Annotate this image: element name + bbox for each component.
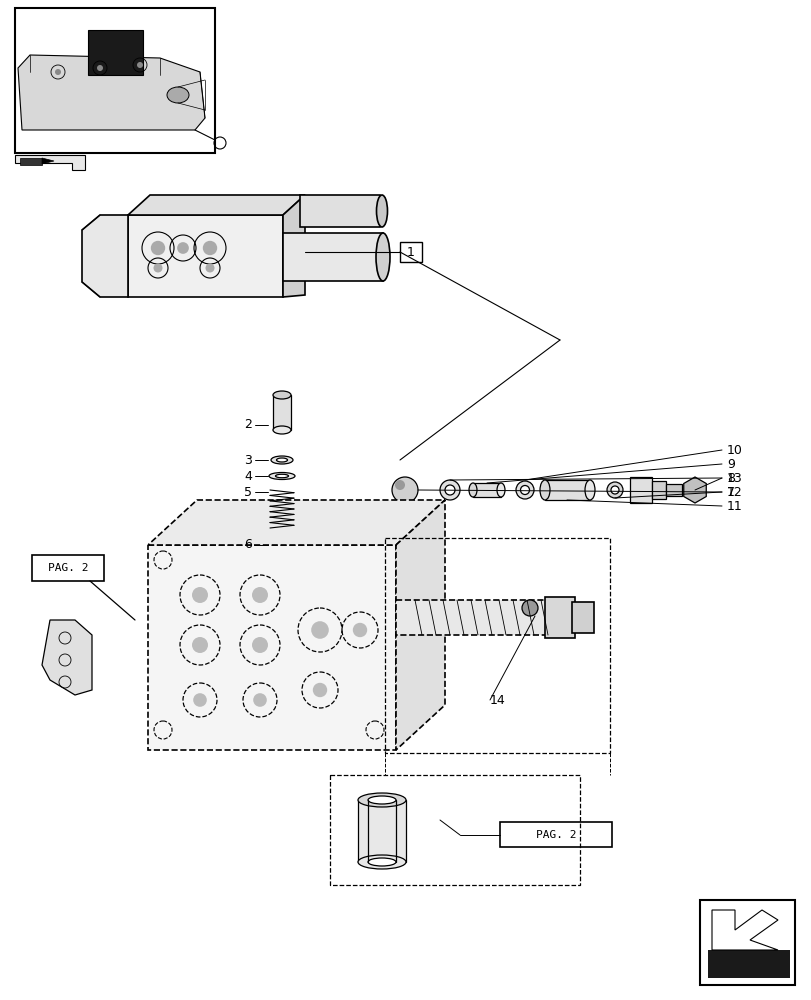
Bar	[544, 480, 590, 500]
Ellipse shape	[167, 87, 189, 103]
Text: 14: 14	[489, 694, 505, 706]
Circle shape	[394, 480, 405, 490]
Ellipse shape	[272, 391, 290, 399]
Text: 1: 1	[406, 246, 414, 259]
Text: 8: 8	[726, 472, 734, 485]
Circle shape	[177, 242, 189, 254]
Bar	[629, 477, 651, 503]
Ellipse shape	[358, 855, 406, 869]
Text: 7: 7	[726, 486, 734, 498]
Text: 2: 2	[244, 418, 251, 432]
Polygon shape	[711, 910, 777, 950]
Circle shape	[203, 241, 217, 255]
Ellipse shape	[469, 483, 476, 497]
Ellipse shape	[610, 486, 618, 494]
Text: 5: 5	[243, 486, 251, 498]
Circle shape	[137, 62, 143, 68]
Ellipse shape	[515, 481, 534, 499]
Bar	[15, 8, 215, 153]
Ellipse shape	[376, 195, 387, 227]
Ellipse shape	[277, 458, 287, 462]
Polygon shape	[283, 195, 305, 297]
Ellipse shape	[584, 480, 594, 500]
Polygon shape	[42, 158, 54, 164]
Text: 6: 6	[244, 538, 251, 552]
Bar	[148, 545, 396, 750]
Polygon shape	[148, 500, 444, 545]
Circle shape	[311, 621, 328, 639]
Circle shape	[253, 693, 267, 707]
Circle shape	[153, 263, 162, 272]
Ellipse shape	[520, 486, 529, 494]
Polygon shape	[42, 620, 92, 695]
Text: 3: 3	[244, 454, 251, 466]
Ellipse shape	[539, 480, 549, 500]
Bar	[651, 481, 665, 499]
Bar	[500, 822, 611, 847]
Bar	[272, 395, 290, 430]
Bar	[20, 158, 42, 165]
Ellipse shape	[496, 483, 504, 497]
Text: 10: 10	[726, 444, 742, 456]
Ellipse shape	[272, 536, 290, 544]
Ellipse shape	[272, 556, 290, 564]
Circle shape	[352, 623, 367, 637]
Ellipse shape	[444, 485, 454, 495]
Polygon shape	[82, 215, 128, 297]
Polygon shape	[683, 477, 706, 503]
Circle shape	[55, 69, 61, 75]
Ellipse shape	[358, 793, 406, 807]
Polygon shape	[15, 155, 85, 170]
Ellipse shape	[607, 482, 622, 498]
Ellipse shape	[367, 858, 396, 866]
Bar	[396, 600, 556, 635]
Bar	[88, 30, 143, 75]
Ellipse shape	[367, 796, 396, 804]
Bar	[283, 233, 383, 281]
Text: 9: 9	[726, 458, 734, 471]
Circle shape	[251, 637, 268, 653]
Ellipse shape	[271, 456, 293, 464]
Bar	[32, 555, 104, 581]
Text: 4: 4	[244, 470, 251, 483]
Circle shape	[251, 587, 268, 603]
Text: 13: 13	[726, 472, 742, 485]
Ellipse shape	[375, 233, 389, 281]
Bar	[400, 242, 422, 262]
Bar	[384, 538, 609, 753]
Text: PAG. 2: PAG. 2	[535, 830, 576, 840]
Bar	[707, 950, 789, 978]
Bar	[544, 597, 574, 638]
Bar	[128, 215, 283, 297]
Circle shape	[191, 637, 208, 653]
Text: 11: 11	[726, 499, 742, 512]
Circle shape	[191, 587, 208, 603]
Bar	[299, 195, 380, 227]
Polygon shape	[128, 195, 305, 215]
Bar	[358, 800, 406, 862]
Ellipse shape	[275, 474, 288, 478]
Bar	[699, 900, 794, 985]
Bar	[665, 484, 681, 496]
Circle shape	[97, 65, 103, 71]
Circle shape	[312, 683, 327, 697]
Circle shape	[521, 600, 538, 616]
Circle shape	[392, 477, 418, 503]
Bar	[272, 540, 290, 560]
Ellipse shape	[268, 473, 294, 480]
Bar	[473, 483, 500, 497]
Polygon shape	[18, 55, 204, 130]
Circle shape	[193, 693, 207, 707]
Ellipse shape	[272, 426, 290, 434]
Text: 12: 12	[726, 486, 742, 498]
Text: PAG. 2: PAG. 2	[48, 563, 88, 573]
Bar	[571, 602, 594, 633]
Ellipse shape	[440, 480, 460, 500]
Circle shape	[205, 263, 214, 272]
Circle shape	[151, 241, 165, 255]
Bar	[329, 775, 579, 885]
Polygon shape	[396, 500, 444, 750]
